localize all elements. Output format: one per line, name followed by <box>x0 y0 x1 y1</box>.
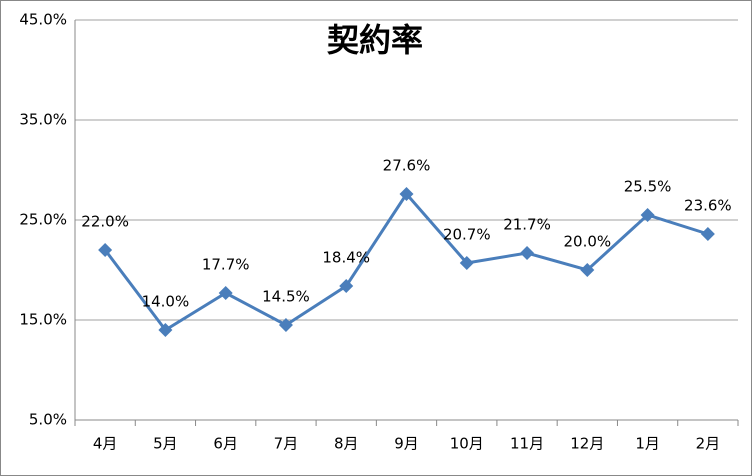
x-tick-label: 6月 <box>213 435 238 453</box>
data-label: 14.5% <box>262 288 310 306</box>
data-label: 18.4% <box>322 249 370 267</box>
x-tick-label: 10月 <box>450 435 484 453</box>
data-point <box>339 279 354 293</box>
data-point <box>278 318 293 332</box>
x-tick-label: 9月 <box>394 435 419 453</box>
y-tick-label: 25.0% <box>19 211 67 229</box>
y-tick-label: 5.0% <box>29 411 67 429</box>
x-tick-label: 5月 <box>153 435 178 453</box>
y-tick-label: 15.0% <box>19 311 67 329</box>
x-tick-label: 8月 <box>334 435 359 453</box>
data-label: 25.5% <box>624 178 672 196</box>
y-tick-label: 45.0% <box>19 11 67 29</box>
data-point <box>520 246 535 260</box>
data-label: 21.7% <box>503 216 551 234</box>
data-label: 14.0% <box>142 293 190 311</box>
x-tick-label: 11月 <box>510 435 544 453</box>
data-label: 27.6% <box>383 157 431 175</box>
x-tick-label: 2月 <box>696 435 721 453</box>
data-point <box>640 208 655 222</box>
data-label: 20.0% <box>563 233 611 251</box>
data-label: 23.6% <box>684 197 732 215</box>
data-point <box>158 323 173 337</box>
data-label: 22.0% <box>81 213 129 231</box>
x-tick-label: 7月 <box>274 435 299 453</box>
data-label: 17.7% <box>202 256 250 274</box>
x-tick-label: 12月 <box>570 435 604 453</box>
chart-title: 契約率 <box>327 21 423 59</box>
data-point <box>98 243 113 257</box>
data-point <box>459 256 474 270</box>
y-tick-label: 35.0% <box>19 111 67 129</box>
data-point <box>399 187 414 201</box>
data-point <box>218 286 233 300</box>
data-point <box>580 263 595 277</box>
data-point <box>700 227 715 241</box>
x-tick-label: 1月 <box>635 435 660 453</box>
data-label: 20.7% <box>443 226 491 244</box>
x-tick-label: 4月 <box>93 435 118 453</box>
